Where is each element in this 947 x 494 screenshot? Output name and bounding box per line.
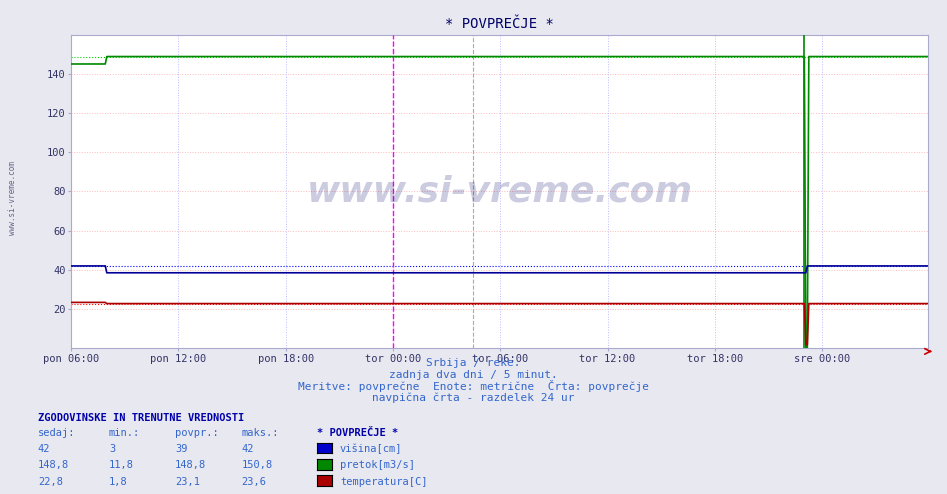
- Text: 42: 42: [38, 444, 50, 454]
- Text: sedaj:: sedaj:: [38, 428, 76, 438]
- Title: * POVPREČJE *: * POVPREČJE *: [445, 17, 554, 31]
- Text: 22,8: 22,8: [38, 477, 63, 487]
- Text: www.si-vreme.com: www.si-vreme.com: [8, 161, 17, 235]
- Text: 42: 42: [241, 444, 254, 454]
- Text: * POVPREČJE *: * POVPREČJE *: [317, 428, 399, 438]
- Text: višina[cm]: višina[cm]: [340, 444, 402, 454]
- Text: pretok[m3/s]: pretok[m3/s]: [340, 460, 415, 470]
- Text: 39: 39: [175, 444, 188, 454]
- Text: maks.:: maks.:: [241, 428, 279, 438]
- Text: zadnja dva dni / 5 minut.: zadnja dva dni / 5 minut.: [389, 370, 558, 380]
- Text: 150,8: 150,8: [241, 460, 273, 470]
- Text: navpična črta - razdelek 24 ur: navpična črta - razdelek 24 ur: [372, 393, 575, 403]
- Text: temperatura[C]: temperatura[C]: [340, 477, 427, 487]
- Text: 11,8: 11,8: [109, 460, 134, 470]
- Text: 1,8: 1,8: [109, 477, 128, 487]
- Text: ZGODOVINSKE IN TRENUTNE VREDNOSTI: ZGODOVINSKE IN TRENUTNE VREDNOSTI: [38, 413, 244, 423]
- Text: povpr.:: povpr.:: [175, 428, 219, 438]
- Text: 148,8: 148,8: [38, 460, 69, 470]
- Text: 148,8: 148,8: [175, 460, 206, 470]
- Text: Meritve: povprečne  Enote: metrične  Črta: povprečje: Meritve: povprečne Enote: metrične Črta:…: [298, 380, 649, 392]
- Text: 23,1: 23,1: [175, 477, 200, 487]
- Text: min.:: min.:: [109, 428, 140, 438]
- Text: 23,6: 23,6: [241, 477, 266, 487]
- Text: 3: 3: [109, 444, 116, 454]
- Text: Srbija / reke.: Srbija / reke.: [426, 358, 521, 368]
- Text: www.si-vreme.com: www.si-vreme.com: [307, 174, 692, 208]
